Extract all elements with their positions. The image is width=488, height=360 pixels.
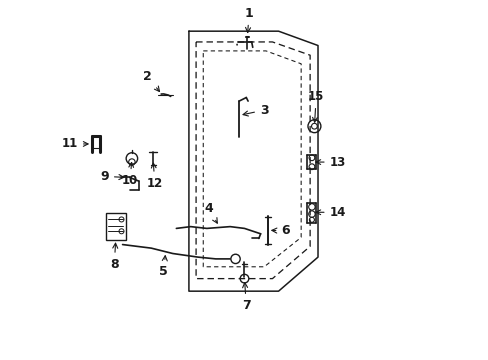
Text: 10: 10 [122,162,138,187]
Text: 4: 4 [204,202,217,223]
Text: 3: 3 [243,104,268,117]
Text: 11: 11 [61,138,88,150]
Text: 1: 1 [244,7,253,32]
Text: 7: 7 [242,283,250,312]
Text: 6: 6 [271,224,289,238]
Text: 15: 15 [307,90,324,122]
Text: 5: 5 [159,256,168,278]
Text: 9: 9 [100,170,123,183]
Text: 12: 12 [146,163,163,190]
Text: 2: 2 [143,70,159,91]
Text: 13: 13 [315,156,345,168]
Text: 8: 8 [110,243,119,271]
Text: 14: 14 [315,206,345,219]
